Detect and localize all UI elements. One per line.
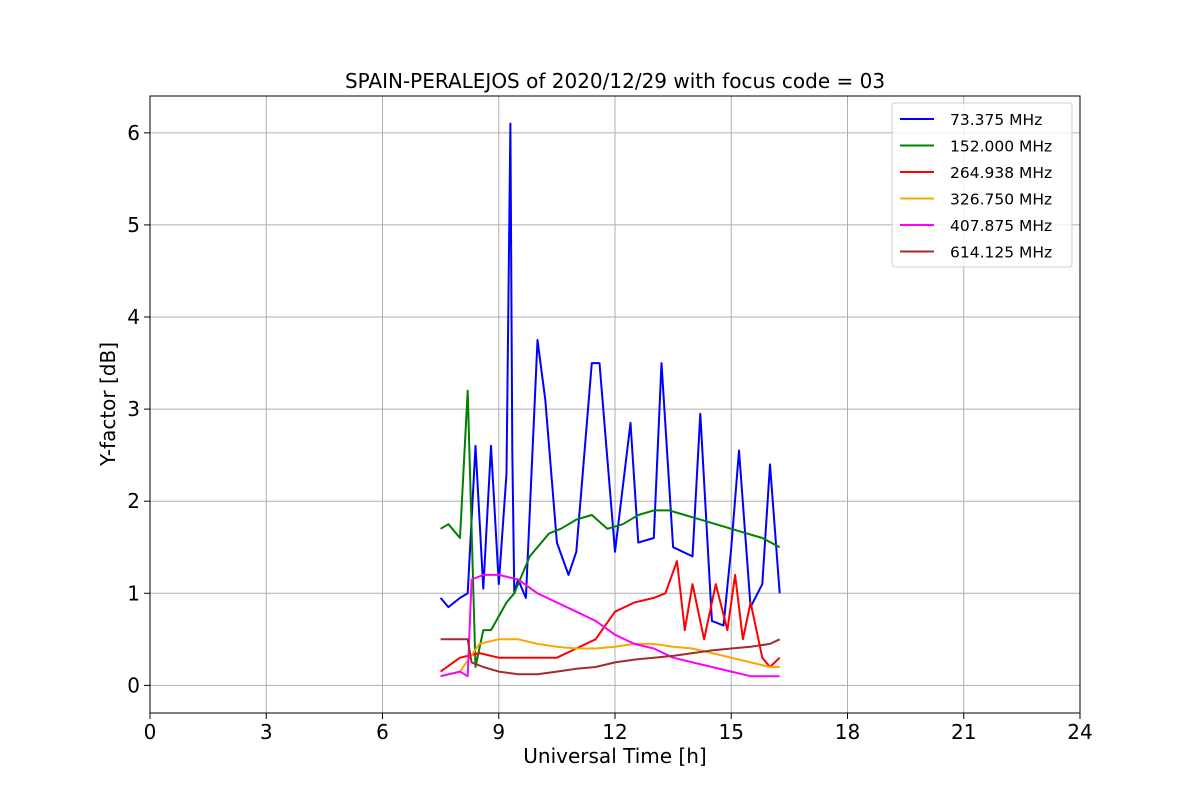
y-tick-label: 0 [127, 673, 140, 697]
legend-entry-label: 407.875 MHz [950, 217, 1052, 235]
y-tick-label: 1 [127, 581, 140, 605]
legend-entry-label: 152.000 MHz [950, 138, 1052, 156]
y-tick-label: 6 [127, 121, 140, 145]
series-line-0 [439, 122, 781, 627]
x-tick-label: 12 [602, 720, 627, 744]
x-tick-label: 15 [719, 720, 744, 744]
legend-box [891, 102, 1073, 268]
series-lines [439, 122, 781, 678]
y-axis-label: Y-factor [dB] [96, 342, 120, 467]
legend-entry-label: 614.125 MHz [950, 244, 1052, 262]
x-tick-label: 9 [492, 720, 505, 744]
legend-entry-label: 73.375 MHz [950, 111, 1042, 129]
series-line-4 [440, 573, 780, 678]
legend-entry-label: 326.750 MHz [950, 191, 1052, 209]
x-tick-label: 6 [376, 720, 389, 744]
x-tick-label: 24 [1067, 720, 1092, 744]
chart-title: SPAIN-PERALEJOS of 2020/12/29 with focus… [345, 69, 885, 93]
series-line-3 [440, 638, 780, 678]
legend: 73.375 MHz 152.000 MHz 264.938 MHz 326.750 … [891, 102, 1073, 268]
y-tick-label: 4 [127, 305, 140, 329]
y-tick-label: 2 [127, 489, 140, 513]
x-axis-label: Universal Time [h] [523, 744, 706, 768]
y-tick-label: 5 [127, 213, 140, 237]
x-tick-label: 3 [260, 720, 273, 744]
series-line-5 [440, 638, 781, 676]
x-tick-label: 18 [835, 720, 860, 744]
legend-entry-label: 264.938 MHz [950, 164, 1052, 182]
series-line-2 [440, 560, 781, 673]
y-tick-label: 3 [127, 397, 140, 421]
series-line-1 [440, 389, 781, 668]
x-tick-label: 0 [144, 720, 157, 744]
x-tick-label: 21 [951, 720, 976, 744]
